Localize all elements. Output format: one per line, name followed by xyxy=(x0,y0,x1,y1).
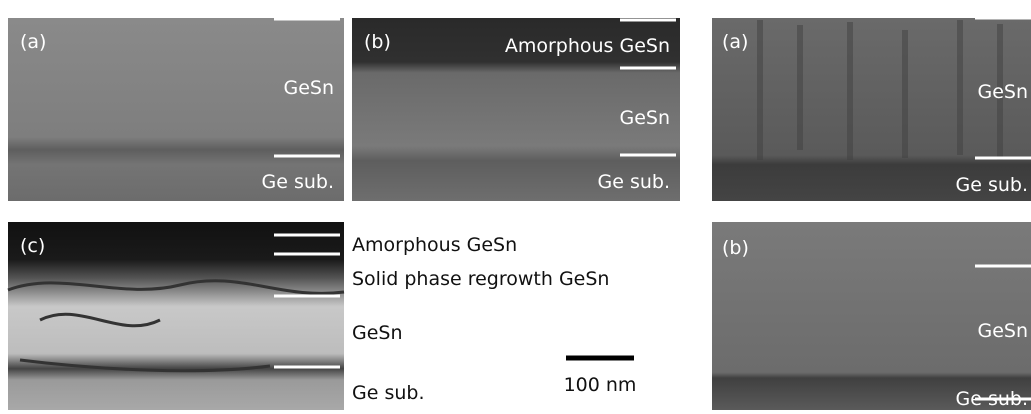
layer-label: GeSn xyxy=(977,320,1028,342)
layer-label: GeSn xyxy=(619,107,670,129)
panel-label: (b) xyxy=(364,31,391,53)
micrograph xyxy=(712,222,1031,410)
scale-bar-label: 100 nm xyxy=(564,374,637,396)
annotation: Ge sub. xyxy=(352,382,425,404)
panel-label: (a) xyxy=(20,31,46,53)
layer-label: GeSn xyxy=(977,81,1028,103)
panel-label: (b) xyxy=(722,237,749,259)
panel-label: (a) xyxy=(722,31,748,53)
annotation: Amorphous GeSn xyxy=(352,234,517,256)
layer-label: Amorphous GeSn xyxy=(505,35,670,57)
layer-label: GeSn xyxy=(283,77,334,99)
annotation: Solid phase regrowth GeSn xyxy=(352,268,609,290)
layer-label: Ge sub. xyxy=(262,171,335,193)
annotation: GeSn xyxy=(352,322,403,344)
layer-label: Ge sub. xyxy=(956,388,1029,410)
panel-label: (c) xyxy=(20,235,45,257)
layer-label: Ge sub. xyxy=(598,171,671,193)
figure: (a) GeSn Ge sub. (b) Amorphous GeSn GeSn… xyxy=(0,0,1031,414)
layer-label: Ge sub. xyxy=(956,174,1029,196)
